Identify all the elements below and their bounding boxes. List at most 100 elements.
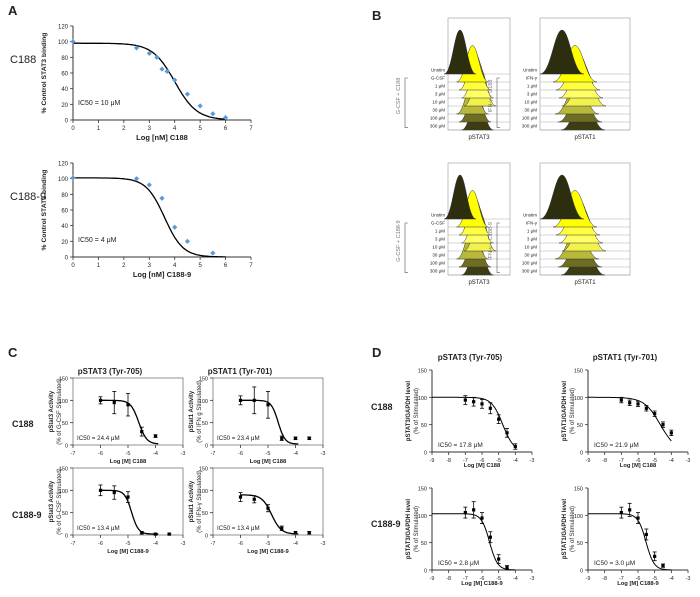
ic50-label: IC50 = 21.9 μM [594,442,639,449]
histogram-row-label: G-CSF [431,76,445,81]
y-tick-label: 150 [574,487,583,493]
y-tick-label: 50 [202,511,208,517]
data-point [653,554,657,558]
data-point [636,402,640,406]
y-tick-label: 0 [65,256,69,262]
x-tick-label: 7 [249,126,253,132]
y-tick-label: 50 [577,541,583,547]
x-tick-label: -8 [602,576,607,582]
x-tick-label: -4 [669,458,674,464]
data-point [126,495,130,499]
y-tick-label: 50 [62,511,68,517]
histogram-row-label: IFN-γ [526,221,538,226]
data-point [133,176,140,182]
row-label-d-c188: C188 [371,402,393,412]
y-tick-label: 0 [580,451,583,457]
bracket [404,77,408,128]
data-point [70,175,76,181]
data-point [140,531,144,535]
row-label-C188-9: C188-9 [10,191,46,203]
histogram-row-label: Unstim [523,213,537,218]
bracket [496,77,500,128]
fit-curve [100,489,159,535]
y-tick-label: 60 [61,209,68,215]
x-tick-label: 7 [249,263,253,269]
data-point [505,431,509,435]
data-point [513,444,517,449]
y-tick-label: 150 [59,467,68,473]
x-tick-label: -5 [496,576,501,582]
x-tick-label: -5 [652,576,657,582]
histogram-row-label: 300 μM [522,269,537,274]
y-tick-label: 20 [61,240,68,246]
x-tick-label: 3 [148,126,152,132]
y-tick-label: 100 [58,177,69,183]
x-axis-label: Log [nM] C188 [136,133,188,142]
panel-c-plot-1: -7 -6 -5 -4 -3 0 50 100 150 IC50 = 24.4 μM Log [M]… [49,377,185,466]
data-point [661,564,665,568]
y-tick-label: 100 [199,399,208,405]
y-tick-label: 100 [418,396,427,402]
y-axis-label-sub: (% of Stimulated) [570,388,576,434]
data-point [293,531,298,535]
histogram-row-label: 1 μM [527,84,537,89]
x-axis-label: Log [M] C188-9 [247,549,289,555]
data-point [488,535,492,539]
data-point [661,423,665,427]
data-point [463,511,467,515]
y-tick-label: 100 [59,399,68,405]
x-tick-label: 6 [224,126,228,132]
histogram-axis-label: pSTAT1 [574,135,596,141]
y-tick-label: 0 [65,444,68,450]
y-tick-label: 100 [58,40,69,46]
histogram-row-label: 10 μM [524,100,537,105]
fit-curve [73,42,226,120]
histogram-row-label: 10 μM [524,245,537,250]
x-tick-label: -6 [480,458,485,464]
panel-d-plot-3: -9 -8 -7 -6 -5 -4 -3 0 50 100 150 IC50 = 2.8 μM Log … [406,487,534,588]
y-tick-label: 50 [577,423,583,429]
y-tick-label: 20 [61,103,68,109]
data-point [172,77,178,83]
x-tick-label: -5 [126,451,131,457]
histogram-row-label: Unstim [431,68,445,73]
histogram-row-label: IFN-γ [526,76,538,81]
ic50-label: IC50 = 23.4 μM [217,435,260,442]
data-point [159,66,165,72]
data-point [266,403,270,407]
data-point [480,402,484,406]
x-tick-label: -6 [238,451,243,457]
col-title-c-pstat1: pSTAT1 (Tyr-701) [208,367,273,376]
data-point [112,400,116,405]
x-tick-label: -4 [153,541,158,547]
y-axis-label: % Control STAT3 binding [41,33,48,114]
ic50-label: IC50 = 10 μM [78,100,121,107]
x-tick-label: -3 [181,541,186,547]
data-point [210,111,216,117]
histogram-row-label: 3 μM [435,92,445,97]
bracket-label: IFN-γ + C188-9 [488,222,494,260]
col-title-d-pstat1: pSTAT1 (Tyr-701) [593,353,658,362]
data-point [167,532,171,536]
histogram-row-label: 300 μM [430,124,445,129]
data-point [238,495,243,499]
histogram-row-label: Unstim [431,213,445,218]
y-axis-label: % Control STAT3 binding [41,170,48,251]
x-tick-label: -9 [586,576,591,582]
x-tick-label: -7 [71,541,76,547]
histogram-row-label: 100 μM [430,261,445,266]
data-point [472,400,476,404]
y-tick-label: 50 [62,421,68,427]
data-point [98,398,103,402]
histogram-row-label: Unstim [523,68,537,73]
x-tick-label: -8 [446,458,451,464]
data-point [98,488,103,492]
y-axis-label-sub: (% of Stimulated) [414,506,420,552]
histogram-peak [539,29,585,75]
x-tick-label: -6 [238,541,243,547]
x-axis-label: Log [M] C188 [110,459,147,465]
histogram-row-label: 1 μM [527,229,537,234]
x-tick-label: -4 [293,541,298,547]
data-point [252,398,256,402]
data-point [636,516,640,520]
